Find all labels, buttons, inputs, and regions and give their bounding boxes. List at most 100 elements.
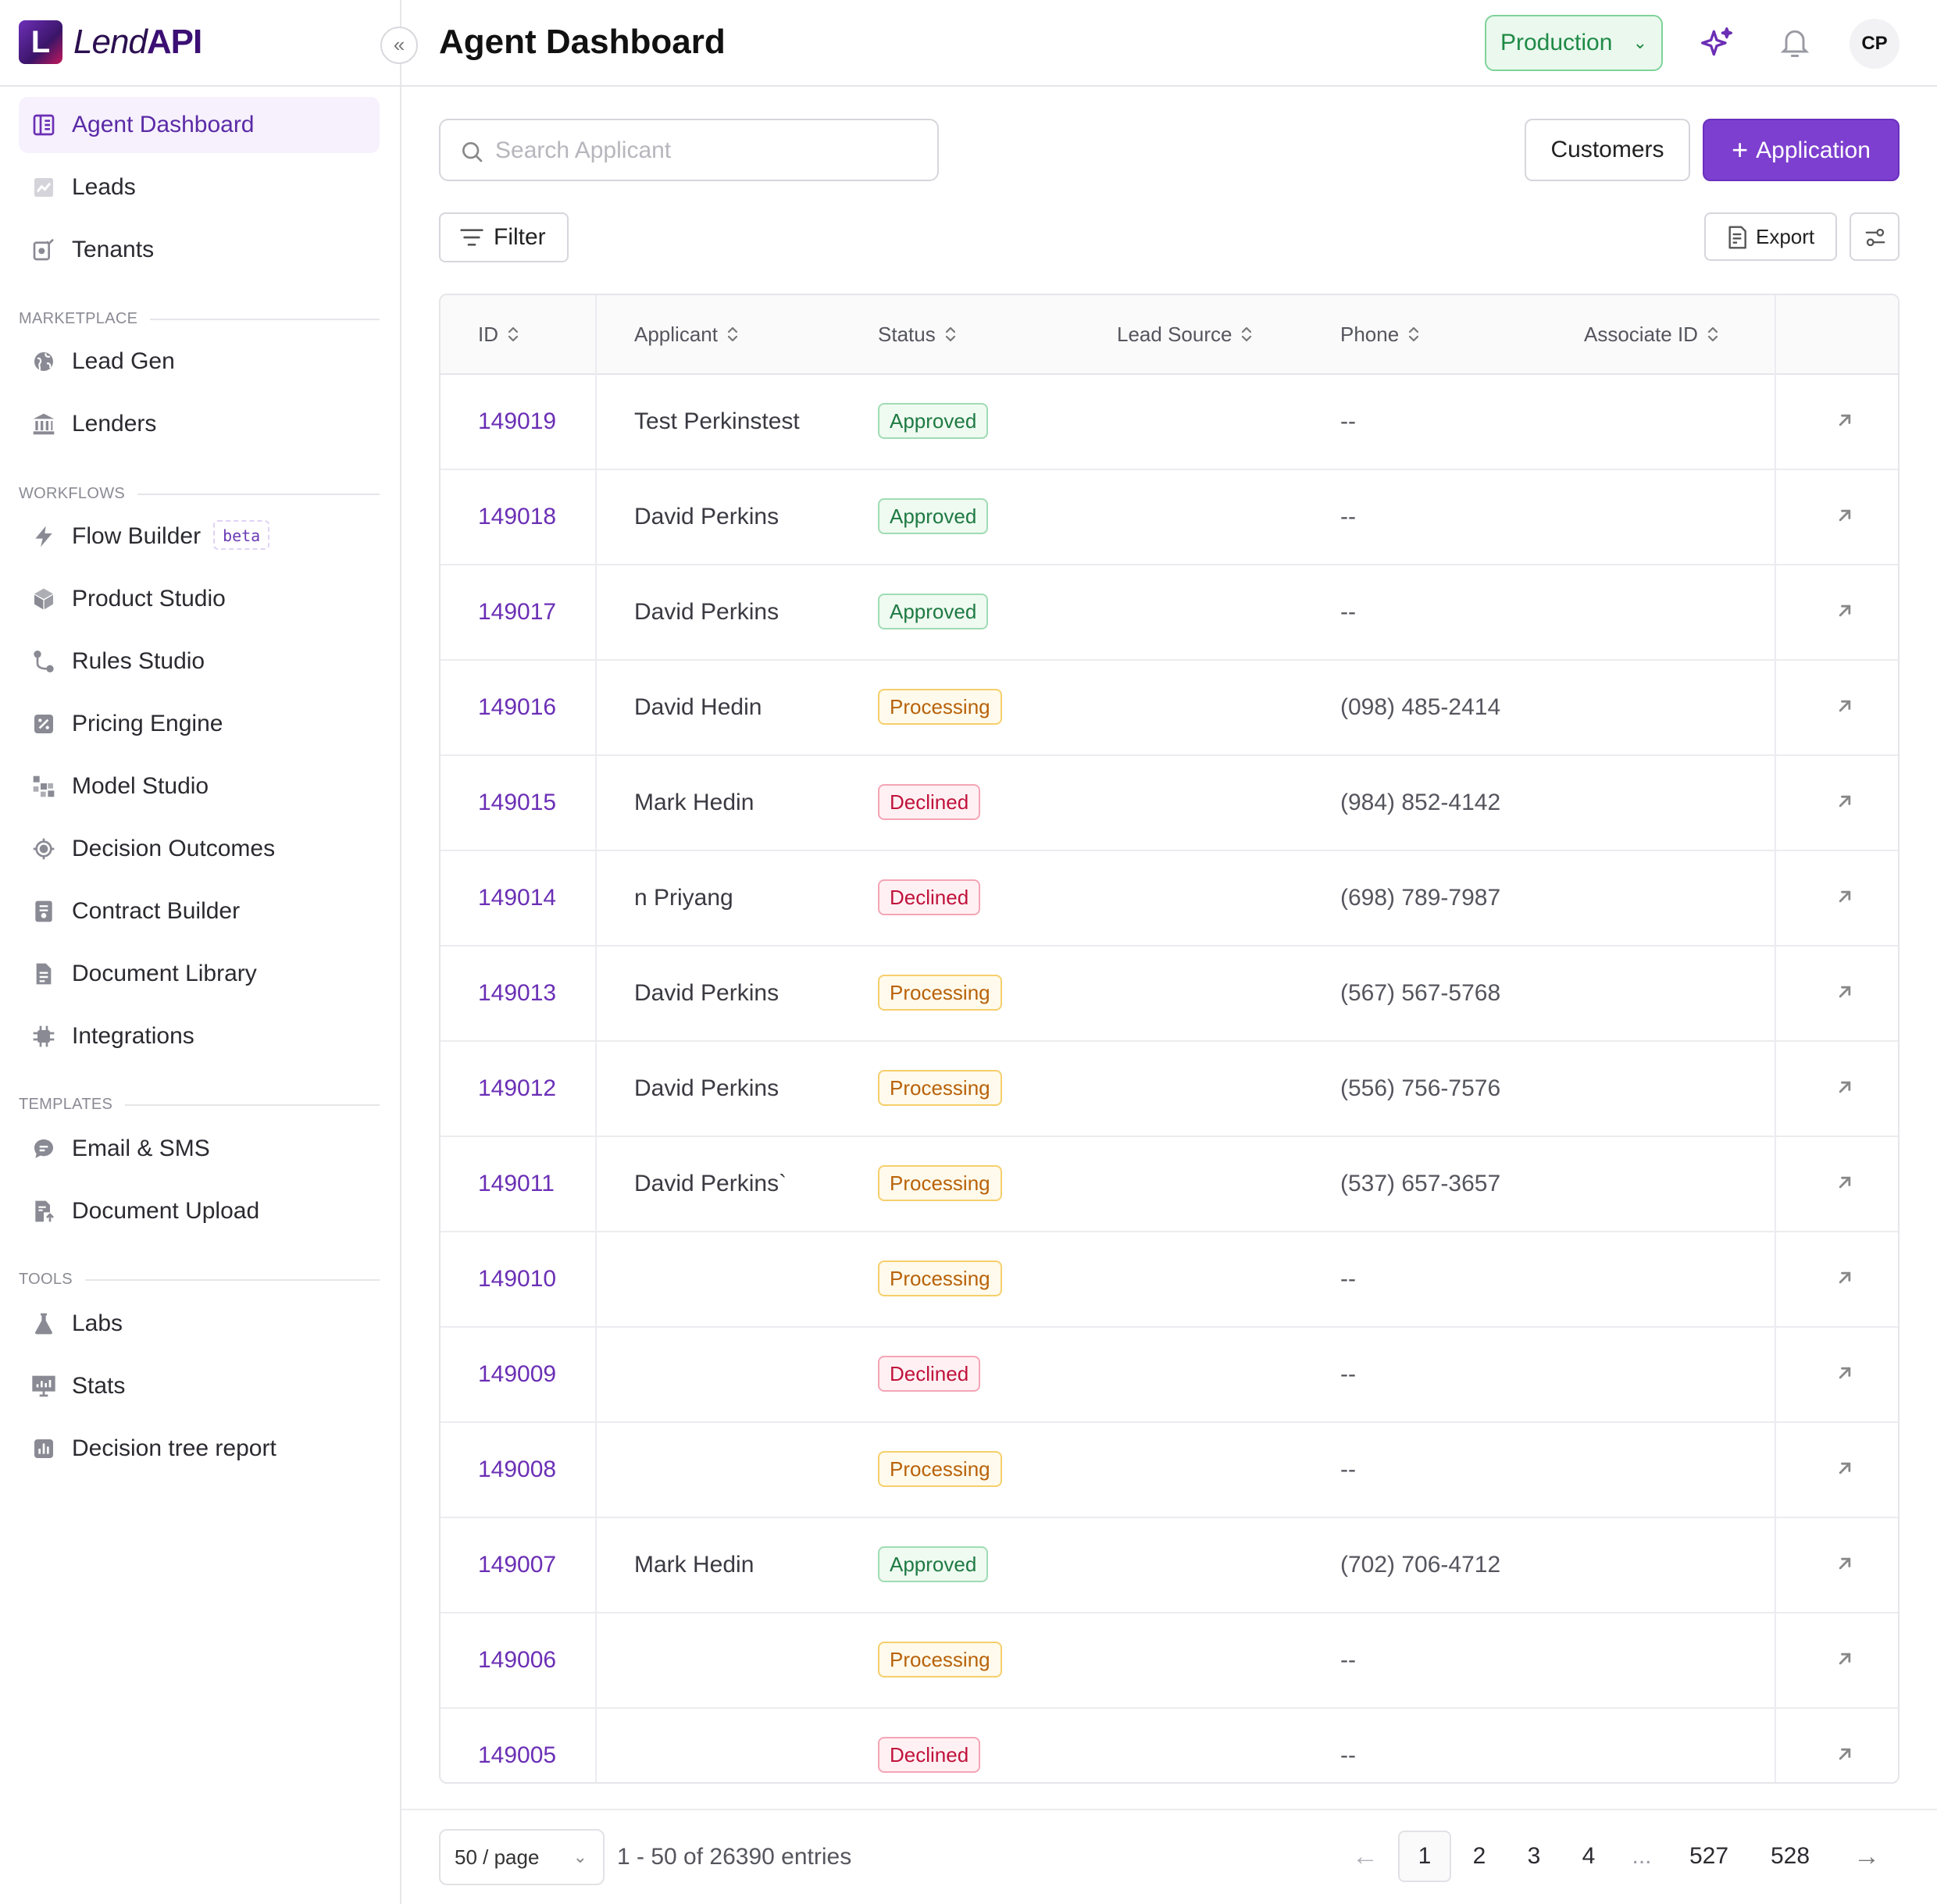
open-application-button[interactable] <box>1823 947 1867 1040</box>
sidebar-item-decision-tree-report[interactable]: Decision tree report <box>19 1421 380 1477</box>
open-application-button[interactable] <box>1823 756 1867 850</box>
collapse-sidebar-button[interactable]: « <box>380 27 418 64</box>
table-row[interactable]: 149018 David Perkins Approved -- <box>441 470 1898 565</box>
table-row[interactable]: 149009 Declined -- <box>441 1328 1898 1423</box>
sidebar-item-lead-gen[interactable]: Lead Gen <box>19 333 380 390</box>
page-button-3[interactable]: 3 <box>1527 1843 1541 1869</box>
logo-mark[interactable]: L <box>19 20 62 64</box>
table-row[interactable]: 149005 Declined -- <box>441 1709 1898 1782</box>
open-application-button[interactable] <box>1823 661 1867 754</box>
sidebar-item-labs[interactable]: Labs <box>19 1296 380 1352</box>
page-button-527[interactable]: 527 <box>1689 1843 1729 1869</box>
page-size-select[interactable]: 50 / page ⌄ <box>439 1829 605 1885</box>
column-header-phone[interactable]: Phone <box>1340 295 1421 373</box>
application-id-link[interactable]: 149010 <box>478 1266 557 1292</box>
sidebar-item-contract-builder[interactable]: Contract Builder <box>19 883 380 940</box>
table-row[interactable]: 149017 David Perkins Approved -- <box>441 565 1898 661</box>
column-header-lead-source[interactable]: Lead Source <box>1117 295 1254 373</box>
prev-page-button[interactable]: ← <box>1347 1831 1384 1882</box>
application-id-link[interactable]: 149007 <box>478 1552 557 1578</box>
table-row[interactable]: 149012 David Perkins Processing (556) 756-7… <box>441 1042 1898 1137</box>
sidebar-item-flow-builder[interactable]: Flow Builder beta <box>19 508 380 565</box>
next-page-button[interactable]: → <box>1848 1831 1885 1882</box>
sidebar-item-email-and-sms[interactable]: Email & SMS <box>19 1121 380 1177</box>
column-header-status[interactable]: Status <box>878 295 958 373</box>
column-header-applicant[interactable]: Applicant <box>634 295 740 373</box>
bell-icon[interactable] <box>1778 26 1812 60</box>
sidebar-item-integrations[interactable]: Integrations <box>19 1008 380 1064</box>
application-id-link[interactable]: 149012 <box>478 1075 557 1101</box>
page-button-1[interactable]: 1 <box>1398 1831 1451 1882</box>
application-id-link[interactable]: 149006 <box>478 1647 557 1673</box>
sidebar-item-lenders[interactable]: Lenders <box>19 396 380 452</box>
sidebar-item-leads[interactable]: Leads <box>19 159 380 216</box>
open-application-button[interactable] <box>1823 1137 1867 1231</box>
sort-icon[interactable] <box>1706 323 1720 345</box>
table-row[interactable]: 149019 Test Perkinstest Approved -- <box>441 375 1898 470</box>
column-header-associate-id[interactable]: Associate ID <box>1584 295 1720 373</box>
sparkle-icon[interactable] <box>1700 26 1734 60</box>
table-row[interactable]: 149010 Processing -- <box>441 1232 1898 1328</box>
page-button-4[interactable]: 4 <box>1582 1843 1596 1869</box>
open-application-button[interactable] <box>1823 375 1867 469</box>
sidebar-item-pricing-engine[interactable]: Pricing Engine <box>19 696 380 752</box>
filter-button[interactable]: Filter <box>439 212 569 262</box>
sidebar-item-rules-studio[interactable]: Rules Studio <box>19 633 380 690</box>
application-id-link[interactable]: 149011 <box>478 1171 555 1196</box>
application-id-link[interactable]: 149013 <box>478 980 557 1006</box>
table-row[interactable]: 149015 Mark Hedin Declined (984) 852-4142 <box>441 756 1898 851</box>
open-application-button[interactable] <box>1823 1709 1867 1782</box>
add-application-button[interactable]: + Application <box>1703 119 1900 181</box>
application-id-link[interactable]: 149019 <box>478 408 557 434</box>
open-application-button[interactable] <box>1823 1423 1867 1517</box>
table-row[interactable]: 149007 Mark Hedin Approved (702) 706-4712 <box>441 1518 1898 1613</box>
sort-icon[interactable] <box>506 323 520 345</box>
open-application-button[interactable] <box>1823 851 1867 945</box>
table-row[interactable]: 149016 David Hedin Processing (098) 485-241… <box>441 661 1898 756</box>
open-application-button[interactable] <box>1823 565 1867 659</box>
open-application-button[interactable] <box>1823 1613 1867 1707</box>
sidebar-item-agent-dashboard[interactable]: Agent Dashboard <box>19 97 380 153</box>
sort-icon[interactable] <box>944 323 958 345</box>
application-id-link[interactable]: 149018 <box>478 504 557 529</box>
customers-button[interactable]: Customers <box>1525 119 1690 181</box>
application-id-link[interactable]: 149009 <box>478 1361 557 1387</box>
application-id-link[interactable]: 149014 <box>478 885 557 911</box>
application-id-link[interactable]: 149008 <box>478 1457 557 1482</box>
sidebar-item-stats[interactable]: Stats <box>19 1358 380 1414</box>
sidebar-item-document-library[interactable]: Document Library <box>19 946 380 1002</box>
column-settings-button[interactable] <box>1850 212 1900 261</box>
sidebar-item-model-studio[interactable]: Model Studio <box>19 758 380 815</box>
export-button[interactable]: Export <box>1704 212 1837 261</box>
column-header-id[interactable]: ID <box>478 295 520 373</box>
sidebar-item-document-upload[interactable]: Document Upload <box>19 1183 380 1239</box>
logo-wordmark[interactable]: LendAPI <box>73 22 202 62</box>
table-row[interactable]: 149014 n Priyang Declined (698) 789-7987 <box>441 851 1898 947</box>
application-id-link[interactable]: 149015 <box>478 790 557 815</box>
sidebar-item-tenants[interactable]: Tenants <box>19 222 380 278</box>
table-row[interactable]: 149008 Processing -- <box>441 1423 1898 1518</box>
sort-icon[interactable] <box>726 323 740 345</box>
open-application-button[interactable] <box>1823 1328 1867 1421</box>
page-button-2[interactable]: 2 <box>1472 1843 1486 1869</box>
open-application-button[interactable] <box>1823 1518 1867 1612</box>
table-row[interactable]: 149006 Processing -- <box>441 1613 1898 1709</box>
open-application-button[interactable] <box>1823 1232 1867 1326</box>
application-id-link[interactable]: 149017 <box>478 599 557 625</box>
open-application-button[interactable] <box>1823 1042 1867 1136</box>
sort-icon[interactable] <box>1240 323 1254 345</box>
search-applicant[interactable] <box>439 119 939 181</box>
application-id-link[interactable]: 149005 <box>478 1742 557 1768</box>
environment-selector[interactable]: Production ⌄ <box>1485 15 1663 71</box>
sidebar-item-product-studio[interactable]: Product Studio <box>19 571 380 627</box>
table-row[interactable]: 149013 David Perkins Processing (567) 567-5… <box>441 947 1898 1042</box>
sort-icon[interactable] <box>1407 323 1421 345</box>
user-avatar[interactable]: CP <box>1850 19 1900 69</box>
page-button-528[interactable]: 528 <box>1770 1843 1810 1869</box>
sidebar-item-decision-outcomes[interactable]: Decision Outcomes <box>19 821 380 877</box>
application-id-link[interactable]: 149016 <box>478 694 557 720</box>
status-cell: Processing <box>878 661 1002 754</box>
open-application-button[interactable] <box>1823 470 1867 564</box>
table-row[interactable]: 149011 David Perkins` Processing (537) 657-… <box>441 1137 1898 1232</box>
search-input[interactable] <box>495 131 917 170</box>
